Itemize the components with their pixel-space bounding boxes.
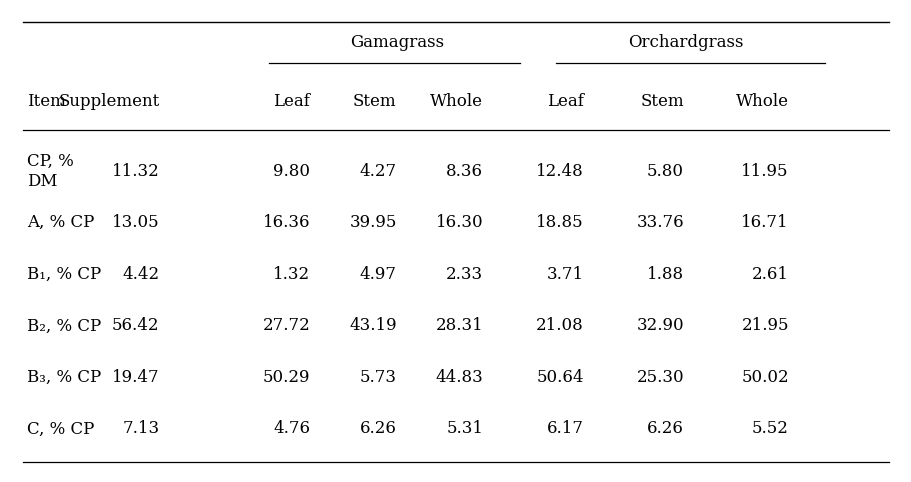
Text: 21.08: 21.08	[536, 317, 583, 335]
Text: 2.61: 2.61	[751, 266, 788, 283]
Text: 18.85: 18.85	[536, 214, 583, 231]
Text: 13.05: 13.05	[112, 214, 159, 231]
Text: 4.76: 4.76	[272, 420, 310, 438]
Text: 2.33: 2.33	[445, 266, 483, 283]
Text: 50.64: 50.64	[536, 369, 583, 386]
Text: B₁, % CP: B₁, % CP	[27, 266, 101, 283]
Text: Whole: Whole	[735, 93, 788, 110]
Text: 39.95: 39.95	[349, 214, 396, 231]
Text: 3.71: 3.71	[546, 266, 583, 283]
Text: 5.73: 5.73	[359, 369, 396, 386]
Text: Whole: Whole	[430, 93, 483, 110]
Text: 27.72: 27.72	[262, 317, 310, 335]
Text: 12.48: 12.48	[536, 162, 583, 180]
Text: A, % CP: A, % CP	[27, 214, 95, 231]
Text: 16.71: 16.71	[741, 214, 788, 231]
Text: Leaf: Leaf	[273, 93, 310, 110]
Text: CP, %
DM: CP, % DM	[27, 152, 74, 190]
Text: 5.52: 5.52	[752, 420, 788, 438]
Text: 56.42: 56.42	[112, 317, 159, 335]
Text: 6.26: 6.26	[360, 420, 396, 438]
Text: Orchardgrass: Orchardgrass	[628, 34, 742, 51]
Text: Supplement: Supplement	[58, 93, 159, 110]
Text: 25.30: 25.30	[636, 369, 683, 386]
Text: 11.32: 11.32	[112, 162, 159, 180]
Text: Gamagrass: Gamagrass	[349, 34, 444, 51]
Text: 6.26: 6.26	[647, 420, 683, 438]
Text: Stem: Stem	[353, 93, 396, 110]
Text: 4.97: 4.97	[359, 266, 396, 283]
Text: 28.31: 28.31	[435, 317, 483, 335]
Text: 43.19: 43.19	[349, 317, 396, 335]
Text: 6.17: 6.17	[546, 420, 583, 438]
Text: 1.88: 1.88	[646, 266, 683, 283]
Text: 50.02: 50.02	[741, 369, 788, 386]
Text: Stem: Stem	[640, 93, 683, 110]
Text: 9.80: 9.80	[272, 162, 310, 180]
Text: Leaf: Leaf	[547, 93, 583, 110]
Text: 5.31: 5.31	[445, 420, 483, 438]
Text: 1.32: 1.32	[272, 266, 310, 283]
Text: 16.36: 16.36	[262, 214, 310, 231]
Text: 32.90: 32.90	[636, 317, 683, 335]
Text: 7.13: 7.13	[122, 420, 159, 438]
Text: 44.83: 44.83	[435, 369, 483, 386]
Text: 21.95: 21.95	[741, 317, 788, 335]
Text: C, % CP: C, % CP	[27, 420, 95, 438]
Text: B₂, % CP: B₂, % CP	[27, 317, 101, 335]
Text: 11.95: 11.95	[741, 162, 788, 180]
Text: B₃, % CP: B₃, % CP	[27, 369, 101, 386]
Text: 4.42: 4.42	[122, 266, 159, 283]
Text: 50.29: 50.29	[262, 369, 310, 386]
Text: 5.80: 5.80	[646, 162, 683, 180]
Text: Item: Item	[27, 93, 67, 110]
Text: 33.76: 33.76	[636, 214, 683, 231]
Text: 4.27: 4.27	[359, 162, 396, 180]
Text: 19.47: 19.47	[112, 369, 159, 386]
Text: 8.36: 8.36	[445, 162, 483, 180]
Text: 16.30: 16.30	[435, 214, 483, 231]
